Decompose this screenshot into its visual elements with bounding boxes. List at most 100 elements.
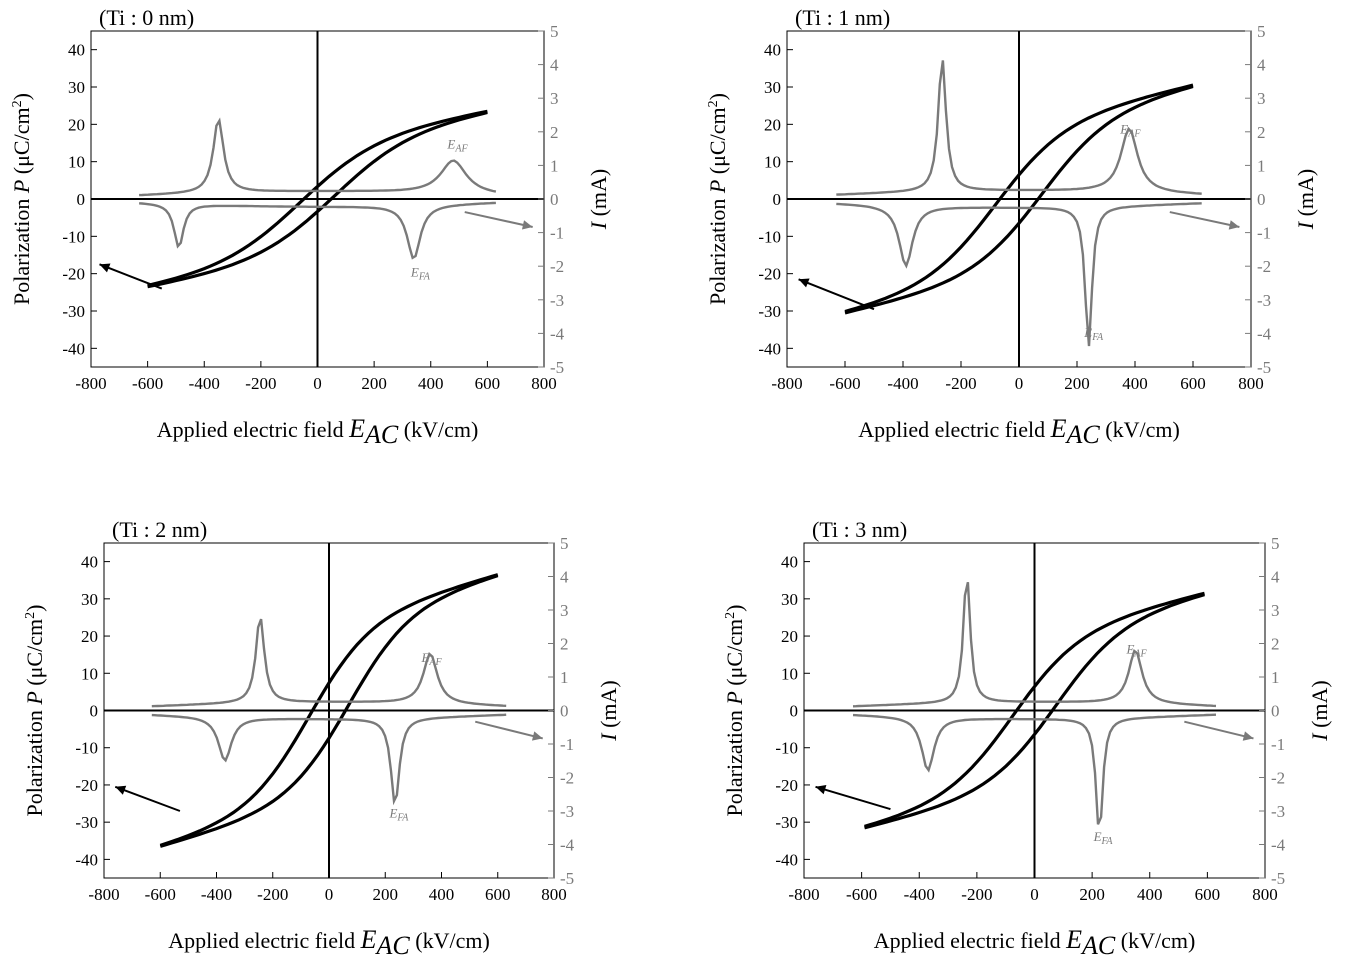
y2-tick-label: 4 <box>1271 568 1280 587</box>
efa-annotation: EFA <box>410 264 431 282</box>
arrow-to-right-axis-head <box>521 220 533 230</box>
y-tick-label: -40 <box>775 850 798 869</box>
y2-tick-label: -2 <box>550 257 564 276</box>
x-axis-label: Applied electric field EAC (kV/cm) <box>874 925 1196 960</box>
chart-panel-2: -800 -600 -400 -200 0 200 400 600 800-40-30-20-1… <box>705 5 1318 449</box>
y2-tick-label: 2 <box>560 635 569 654</box>
y2-tick-label: -5 <box>560 869 574 888</box>
y2-tick-label: -3 <box>560 802 574 821</box>
x-tick-label: -600 <box>132 374 163 393</box>
y2-tick-label: 3 <box>1271 601 1280 620</box>
eaf-annotation: EAF <box>1119 121 1141 139</box>
efa-annotation: EFA <box>1093 829 1114 847</box>
x-tick-label: -400 <box>887 374 918 393</box>
y-tick-label: 40 <box>764 41 781 60</box>
x-axis-label: Applied electric field EAC (kV/cm) <box>168 925 490 960</box>
chart-panel-3: -800 -600 -400 -200 0 200 400 600 800-40-30-20-1… <box>22 517 621 960</box>
y2-tick-label: 0 <box>560 702 569 721</box>
x-tick-label: 800 <box>1238 374 1264 393</box>
arrow-to-left-axis-head <box>815 785 827 795</box>
hysteresis-branch-up <box>147 110 488 289</box>
x-tick-label: 600 <box>475 374 501 393</box>
y2-tick-label: 5 <box>560 534 569 553</box>
y-tick-label: -10 <box>758 227 781 246</box>
arrow-to-right-axis-head <box>531 731 543 741</box>
x-tick-label: 400 <box>1122 374 1148 393</box>
x-tick-label: -600 <box>145 885 176 904</box>
y2-tick-label: -5 <box>1257 358 1271 377</box>
x-tick-label: 600 <box>485 885 511 904</box>
y-tick-label: -10 <box>62 227 85 246</box>
x-tick-label: 200 <box>361 374 387 393</box>
arrow-to-right-axis-shaft <box>1184 720 1254 740</box>
y-tick-label: 20 <box>68 115 85 134</box>
arrow-to-left-axis-head <box>99 263 111 273</box>
arrow-to-right-axis-head <box>1242 731 1254 741</box>
y-tick-label: 40 <box>81 553 98 572</box>
y-tick-label: 40 <box>68 41 85 60</box>
eaf-annotation: EAF <box>1125 642 1147 660</box>
x-tick-label: 600 <box>1195 885 1221 904</box>
x-tick-label: 0 <box>325 885 334 904</box>
y2-axis-label: I (mA) <box>1293 169 1318 230</box>
x-tick-label: -800 <box>75 374 106 393</box>
y-tick-label: 20 <box>81 627 98 646</box>
arrow-to-left-axis-shaft <box>815 785 891 811</box>
x-tick-label: 800 <box>541 885 567 904</box>
y-tick-label: 30 <box>764 78 781 97</box>
y2-tick-label: 5 <box>550 22 559 41</box>
y2-tick-label: 3 <box>560 601 569 620</box>
arrow-to-right-axis-shaft <box>475 720 543 740</box>
y2-tick-label: -1 <box>1257 224 1271 243</box>
y2-tick-label: -1 <box>560 735 574 754</box>
y2-tick-label: -4 <box>1271 836 1286 855</box>
eaf-annotation: EAF <box>446 137 468 155</box>
arrow-to-left-axis-shaft <box>114 785 181 812</box>
y2-tick-label: 5 <box>1271 534 1280 553</box>
y2-tick-label: 1 <box>550 156 559 175</box>
y-tick-label: 40 <box>781 553 798 572</box>
y-tick-label: 0 <box>77 190 86 209</box>
y-tick-label: -40 <box>62 339 85 358</box>
y-axis-label: Polarization P (μC/cm2) <box>705 93 730 305</box>
efa-annotation: EFA <box>1083 325 1104 343</box>
current-branch-positive <box>852 581 1217 708</box>
x-tick-label: 800 <box>1252 885 1278 904</box>
y2-tick-label: 0 <box>1271 702 1280 721</box>
y-tick-label: 10 <box>764 153 781 172</box>
panel-title: (Ti : 3 nm) <box>812 517 907 542</box>
x-tick-label: 200 <box>1079 885 1105 904</box>
y2-tick-label: 3 <box>1257 89 1266 108</box>
x-tick-label: -200 <box>257 885 288 904</box>
y-tick-label: -40 <box>75 850 98 869</box>
y2-tick-label: 1 <box>560 668 569 687</box>
y2-tick-label: 3 <box>550 89 559 108</box>
x-tick-label: 600 <box>1180 374 1206 393</box>
arrow-to-left-axis-shaft <box>99 263 163 290</box>
x-tick-label: -200 <box>961 885 992 904</box>
y-tick-label: 20 <box>764 115 781 134</box>
x-tick-label: -400 <box>189 374 220 393</box>
y2-tick-label: -3 <box>1257 291 1271 310</box>
arrow-to-right-axis-shaft <box>1169 211 1240 228</box>
y2-tick-label: -2 <box>560 769 574 788</box>
y2-tick-label: -3 <box>550 291 564 310</box>
chart-panel-1: -800 -600 -400 -200 0 200 400 600 800-40-30-20-1… <box>9 5 611 449</box>
hysteresis-branch-down <box>147 109 488 288</box>
hysteresis-branch-down <box>159 573 499 847</box>
arrow-to-left-axis-head <box>115 785 127 795</box>
current-branch-negative <box>151 713 507 806</box>
y-tick-label: 30 <box>81 590 98 609</box>
current-branch-positive <box>151 618 507 708</box>
hysteresis-branch-up <box>844 84 1194 315</box>
arrow-to-right-axis-shaft <box>464 211 533 228</box>
x-tick-label: -800 <box>88 885 119 904</box>
x-tick-label: 200 <box>1064 374 1090 393</box>
efa-annotation: EFA <box>388 806 409 824</box>
x-tick-label: 800 <box>531 374 557 393</box>
y2-tick-label: -4 <box>550 324 565 343</box>
x-tick-label: -200 <box>245 374 276 393</box>
y2-tick-label: 0 <box>1257 190 1266 209</box>
x-tick-label: -600 <box>846 885 877 904</box>
x-tick-label: 200 <box>373 885 399 904</box>
